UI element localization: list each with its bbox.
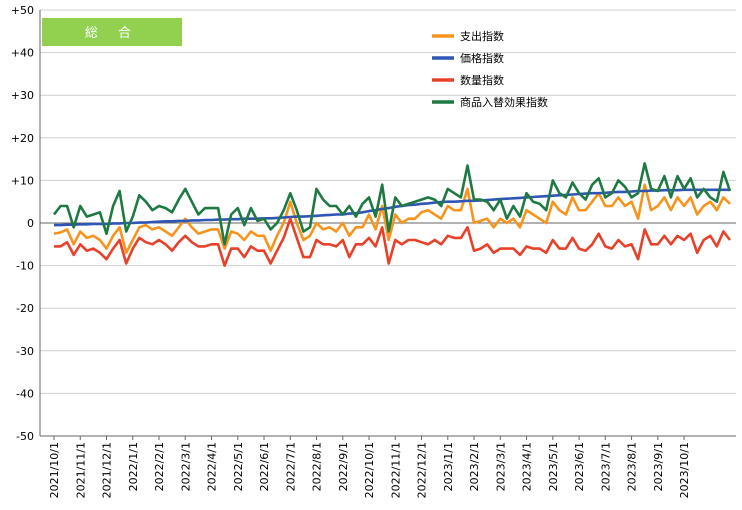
x-tick-label: 2022/10/1 [363, 442, 376, 498]
y-tick-label: +50 [11, 4, 34, 17]
x-tick-label: 2023/3/1 [494, 442, 507, 491]
x-tick-label: 2022/4/1 [206, 442, 219, 491]
x-tick-label: 2022/7/1 [284, 442, 297, 491]
chart-badge: 総 合 [42, 18, 182, 46]
legend-label: 商品入替効果指数 [460, 95, 548, 109]
x-tick-label: 2023/9/1 [652, 442, 665, 491]
series-line-3 [52, 162, 732, 246]
badge-background [42, 18, 182, 46]
x-tick-label: 2023/10/1 [678, 442, 691, 498]
y-tick-label: +40 [11, 47, 34, 60]
legend-label: 数量指数 [460, 73, 504, 87]
x-tick-label: 2023/4/1 [521, 442, 534, 491]
y-tick-label: +10 [11, 174, 34, 187]
y-tick-label: -20 [16, 302, 34, 315]
x-tick-label: 2022/11/1 [389, 442, 402, 498]
x-tick-label: 2022/6/1 [258, 442, 271, 491]
series-line-0 [53, 183, 731, 255]
legend-label: 価格指数 [460, 51, 504, 65]
x-tick-label: 2021/11/1 [74, 442, 87, 498]
y-tick-label: -10 [16, 260, 34, 273]
x-tick-label: 2023/2/1 [468, 442, 481, 491]
x-tick-label: 2023/5/1 [547, 442, 560, 491]
badge-label: 総 合 [85, 26, 139, 41]
x-tick-label: 2023/6/1 [573, 442, 586, 491]
x-tick-label: 2022/9/1 [337, 442, 350, 491]
x-tick-label: 2023/1/1 [442, 442, 455, 491]
axes: +50 +40 +30 +20 +10 0 -10 -20 -30 -40 -50 2021/10/1… [11, 4, 736, 498]
y-tick-label: 0 [27, 217, 34, 230]
y-tick-label: -30 [16, 345, 34, 358]
x-tick-label: 2023/7/1 [599, 442, 612, 491]
x-tick-label: 2021/12/1 [101, 442, 114, 498]
x-tick-label: 2022/1/1 [127, 442, 140, 491]
legend-label: 支出指数 [460, 29, 504, 43]
series-lines [52, 162, 732, 267]
x-tick-label: 2022/2/1 [153, 442, 166, 491]
x-tick-label: 2022/3/1 [179, 442, 192, 491]
y-tick-label: -40 [16, 387, 34, 400]
x-tick-label: 2021/10/1 [48, 442, 61, 498]
series-line-2 [54, 217, 732, 267]
series-line-1 [54, 188, 730, 227]
y-tick-label: +20 [11, 132, 34, 145]
x-tick-label: 2022/12/1 [416, 442, 429, 498]
y-tick-label: -50 [16, 430, 34, 443]
y-tick-label: +30 [11, 89, 34, 102]
x-tick-label: 2022/5/1 [232, 442, 245, 491]
x-tick-label: 2023/8/1 [626, 442, 639, 491]
x-tick-label: 2022/8/1 [311, 442, 324, 491]
